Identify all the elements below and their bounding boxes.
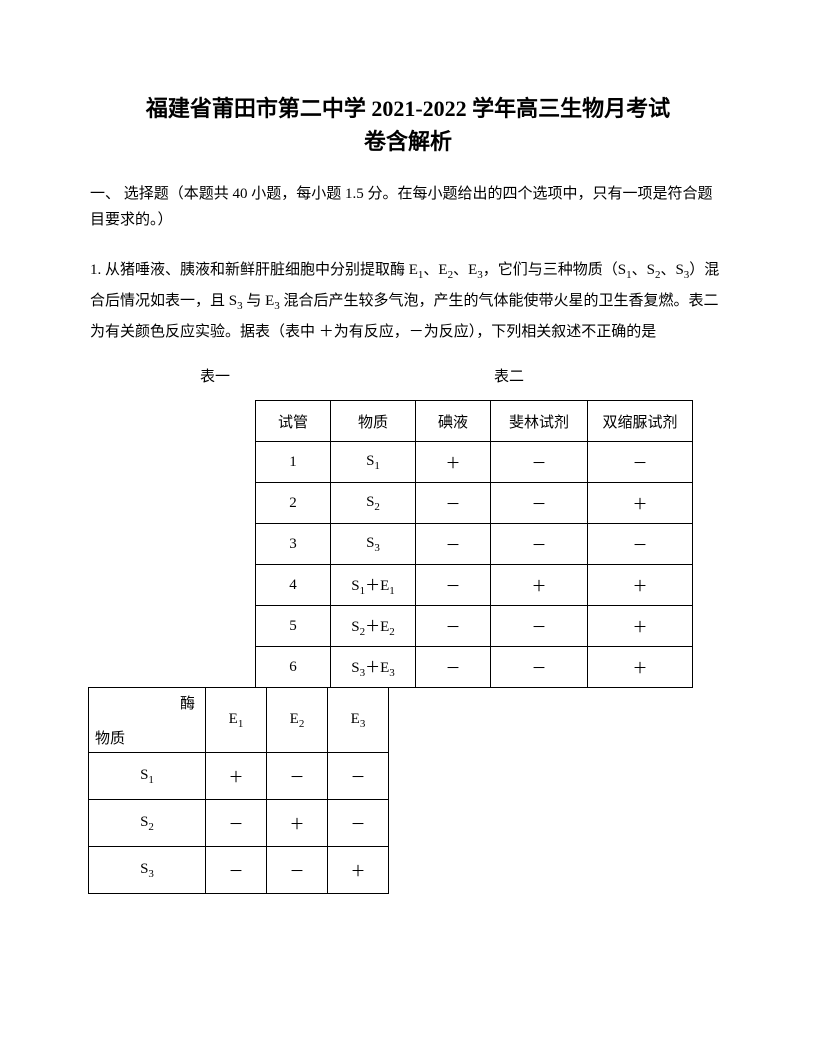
title-line-2: 卷含解析	[364, 129, 452, 154]
table-row: S3 － － ＋	[89, 847, 389, 894]
cell-header: 斐林试剂	[491, 401, 588, 442]
table-row: S1 ＋ － －	[89, 753, 389, 800]
table-row: 4 S1＋E1 － ＋ ＋	[256, 565, 693, 606]
table-label-2: 表二	[494, 365, 524, 386]
table-1: 酶 物质 E1 E2 E3 S1 ＋ － － S2 － ＋ － S3	[88, 687, 389, 894]
cell-header: 双缩脲试剂	[588, 401, 693, 442]
cell-header: 物质	[331, 401, 416, 442]
table-row: S2 － ＋ －	[89, 800, 389, 847]
table-row: 6 S3＋E3 － － ＋	[256, 647, 693, 688]
cell-header: 碘液	[416, 401, 491, 442]
table-label-1: 表一	[200, 365, 230, 386]
table-row: 1 S1 ＋ － －	[256, 442, 693, 483]
cell-header: 试管	[256, 401, 331, 442]
section-heading: 一、 选择题（本题共 40 小题，每小题 1.5 分。在每小题给出的四个选项中，…	[90, 182, 726, 233]
table-labels-row: 表一 表二	[90, 365, 726, 386]
table-row: 试管 物质 碘液 斐林试剂 双缩脲试剂	[256, 401, 693, 442]
table-row: 酶 物质 E1 E2 E3	[89, 688, 389, 753]
title-line-1: 福建省莆田市第二中学 2021-2022 学年高三生物月考试	[146, 96, 670, 121]
page-title: 福建省莆田市第二中学 2021-2022 学年高三生物月考试 卷含解析	[90, 92, 726, 158]
table-2: 试管 物质 碘液 斐林试剂 双缩脲试剂 1 S1 ＋ － － 2 S2 － － …	[255, 400, 693, 688]
question-1-body: 1. 从猪唾液、胰液和新鲜肝脏细胞中分别提取酶 E1、E2、E3，它们与三种物质…	[90, 255, 726, 347]
table-row: 2 S2 － － ＋	[256, 483, 693, 524]
table-row: 3 S3 － － －	[256, 524, 693, 565]
table-row: 5 S2＋E2 － － ＋	[256, 606, 693, 647]
diagonal-header-cell: 酶 物质	[89, 688, 206, 753]
